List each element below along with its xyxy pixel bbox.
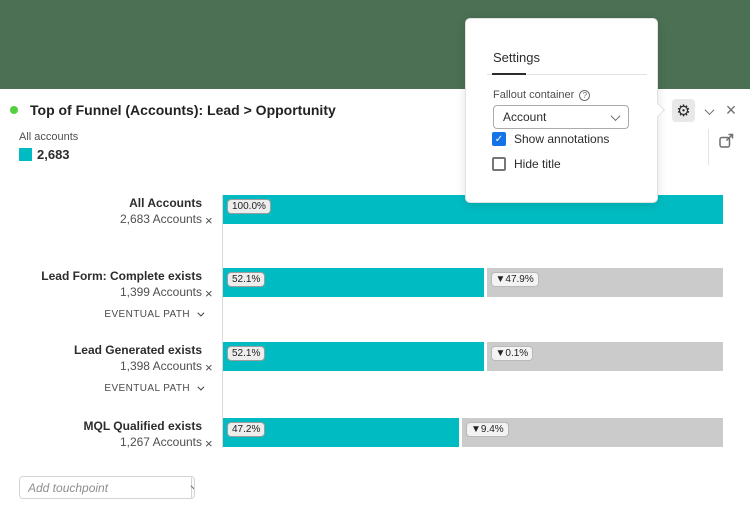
funnel-row: Lead Generated exists 1,398 Accounts EVENT…: [0, 342, 723, 404]
funnel-bar-success[interactable]: 52.1%: [223, 268, 484, 297]
funnel-row: MQL Qualified exists 1,267 Accounts × 47.2%…: [0, 418, 723, 480]
show-annotations-label: Show annotations: [514, 132, 610, 146]
legend-value: 2,683: [37, 147, 70, 162]
eventual-path-dropdown[interactable]: EVENTUAL PATH: [104, 309, 205, 320]
remove-touchpoint-icon[interactable]: ×: [205, 360, 213, 375]
fallout-rate-pill: ▼47.9%: [490, 272, 539, 287]
funnel-bar-fallout[interactable]: ▼0.1%: [486, 342, 723, 371]
fallout-container-label-text: Fallout container: [493, 89, 575, 101]
funnel-bar-success[interactable]: 52.1%: [223, 342, 484, 371]
chevron-down-icon: [190, 481, 194, 492]
gear-icon: ⚙: [676, 100, 691, 120]
freeform-status-dot: [10, 106, 18, 114]
checkbox-unchecked-icon[interactable]: [492, 157, 506, 171]
touchpoint-labels: All Accounts 2,683 Accounts: [0, 196, 202, 227]
hide-title-checkbox-row[interactable]: Hide title: [492, 157, 561, 171]
touchpoint-labels: MQL Qualified exists 1,267 Accounts: [0, 419, 202, 450]
toolbar-divider: [708, 129, 709, 165]
fallout-container-label: Fallout container ?: [493, 89, 591, 101]
remove-touchpoint-icon[interactable]: ×: [205, 436, 213, 451]
touchpoint-accounts-count: 1,267 Accounts: [119, 435, 202, 449]
conversion-rate-pill: 47.2%: [227, 422, 266, 437]
funnel-axis-line: [222, 195, 223, 448]
export-button[interactable]: [717, 132, 736, 151]
hide-title-label: Hide title: [514, 157, 561, 171]
touchpoint-labels: Lead Generated exists 1,398 Accounts EVENT…: [0, 343, 205, 396]
conversion-rate-pill: 52.1%: [227, 272, 266, 287]
funnel-row: Lead Form: Complete exists 1,399 Accounts…: [0, 268, 723, 330]
help-icon[interactable]: ?: [579, 89, 591, 101]
legend-swatch: [19, 148, 32, 161]
fallout-container-selected-value: Account: [503, 110, 547, 124]
funnel-bars: 47.2% ▼9.4%: [223, 418, 723, 447]
remove-touchpoint-icon[interactable]: ×: [205, 286, 213, 301]
add-touchpoint-input[interactable]: [20, 477, 191, 498]
touchpoint-name: All Accounts: [129, 196, 202, 210]
touchpoint-name: Lead Form: Complete exists: [41, 269, 202, 283]
legend-entry: 2,683: [19, 147, 70, 162]
fallout-rate-pill: ▼9.4%: [466, 422, 509, 437]
tab-active-indicator: [492, 73, 526, 75]
conversion-rate-pill: 52.1%: [227, 346, 266, 361]
touchpoint-accounts-count: 1,398 Accounts: [119, 359, 202, 373]
conversion-rate-pill: 100.0%: [227, 199, 271, 214]
chevron-down-icon: [197, 309, 205, 317]
show-annotations-checkbox-row[interactable]: Show annotations: [492, 132, 609, 146]
export-icon: [719, 133, 734, 148]
touchpoint-accounts-count: 2,683 Accounts: [119, 212, 202, 226]
funnel-bars: 52.1% ▼47.9%: [223, 268, 723, 297]
tab-rail: [487, 74, 647, 75]
eventual-path-label: EVENTUAL PATH: [104, 309, 190, 320]
touchpoint-name: Lead Generated exists: [73, 343, 202, 357]
checkbox-checked-icon[interactable]: [492, 132, 506, 146]
chevron-down-icon: [610, 110, 621, 121]
eventual-path-dropdown[interactable]: EVENTUAL PATH: [104, 383, 205, 394]
funnel-bar-fallout[interactable]: ▼9.4%: [462, 418, 723, 447]
funnel-row: All Accounts 2,683 Accounts × 100.0%: [0, 195, 723, 257]
touchpoint-name: MQL Qualified exists: [83, 419, 202, 433]
add-touchpoint-dropdown-button[interactable]: [190, 477, 194, 498]
legend-label: All accounts: [19, 131, 79, 143]
settings-popover: Settings Fallout container ? Account Sho…: [465, 18, 666, 203]
chevron-down-icon: [197, 383, 205, 391]
funnel-bar-success[interactable]: 47.2%: [223, 418, 459, 447]
panel-title: Top of Funnel (Accounts): Lead > Opportu…: [30, 102, 336, 118]
touchpoint-labels: Lead Form: Complete exists 1,399 Accounts…: [0, 269, 205, 322]
fallout-rate-pill: ▼0.1%: [490, 346, 534, 361]
funnel-bar-fallout[interactable]: ▼47.9%: [486, 268, 723, 297]
touchpoint-accounts-count: 1,399 Accounts: [119, 285, 202, 299]
tab-settings[interactable]: Settings: [493, 50, 540, 65]
eventual-path-label: EVENTUAL PATH: [104, 383, 190, 394]
add-touchpoint-group: [19, 476, 195, 499]
funnel-bars: 52.1% ▼0.1%: [223, 342, 723, 371]
close-button[interactable]: ×: [720, 98, 742, 122]
remove-touchpoint-icon[interactable]: ×: [205, 213, 213, 228]
settings-gear-button[interactable]: ⚙: [672, 99, 695, 122]
fallout-container-select[interactable]: Account: [493, 105, 629, 129]
